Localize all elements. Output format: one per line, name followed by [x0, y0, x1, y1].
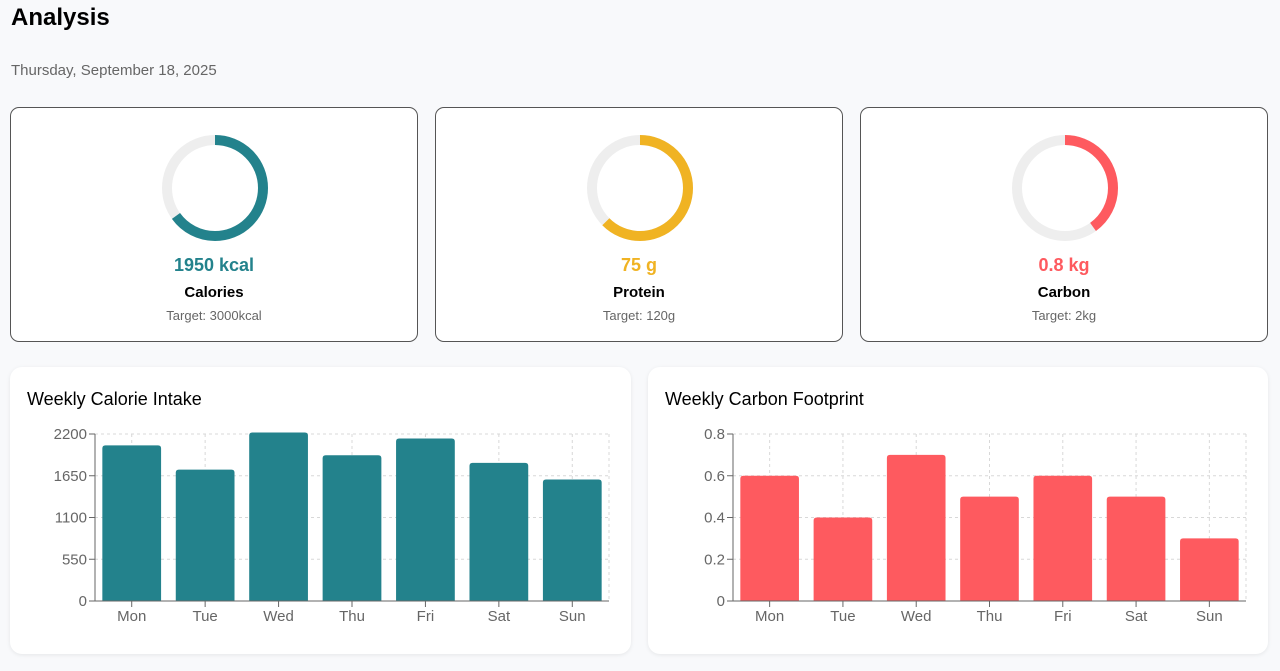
x-tick-label: Tue — [192, 608, 217, 625]
y-tick-label: 1650 — [54, 468, 87, 485]
bar-sat[interactable] — [469, 462, 529, 601]
protein-target: Target: 120g — [602, 308, 676, 323]
bar-fri[interactable] — [1033, 475, 1093, 601]
protein-label: Protein — [613, 284, 665, 301]
protein-progress-ring — [587, 135, 693, 241]
bar-fri[interactable] — [396, 438, 455, 601]
page-date: Thursday, September 18, 2025 — [11, 62, 217, 79]
bar-thu[interactable] — [960, 496, 1019, 601]
x-tick-label: Thu — [339, 608, 365, 625]
carbon-value: 0.8 kg — [1038, 255, 1090, 275]
y-tick-label: 0 — [717, 593, 725, 610]
x-tick-label: Mon — [755, 608, 784, 625]
progress-arc — [162, 135, 268, 241]
carbon-label: Carbon — [1037, 284, 1091, 301]
calories-card: 1950 kcal Calories Target: 3000kcal — [10, 107, 418, 342]
x-tick-label: Sat — [488, 608, 511, 625]
carbon-progress-ring — [1012, 135, 1118, 241]
bar-tue[interactable] — [813, 517, 873, 602]
bar-sun[interactable] — [1180, 538, 1239, 601]
weekly-calorie-chart-title: Weekly Calorie Intake — [27, 389, 202, 409]
x-tick-label: Fri — [1054, 608, 1072, 625]
bar-mon[interactable] — [102, 445, 162, 601]
weekly-calorie-chart: 0 550 1100 1650 2200 Mon Tue Wed Thu Fri Sat Sun — [54, 426, 610, 625]
bar-wed[interactable] — [886, 454, 946, 601]
progress-arc — [1012, 135, 1118, 241]
carbon-card: 0.8 kg Carbon Target: 2kg — [860, 107, 1268, 342]
calories-progress-ring — [162, 135, 268, 241]
x-tick-label: Sun — [559, 608, 586, 625]
calories-target: Target: 3000kcal — [166, 308, 262, 323]
y-tick-label: 0 — [79, 593, 87, 610]
y-tick-label: 0.8 — [704, 426, 725, 443]
weekly-carbon-chart-card: 0 0.2 0.4 0.6 0.8 Mon Tue Wed Thu Fri Sat Sun Weekl… — [648, 367, 1268, 654]
calories-label: Calories — [184, 284, 244, 301]
bar-sat[interactable] — [1106, 496, 1166, 601]
y-tick-label: 0.4 — [704, 510, 725, 527]
y-tick-label: 0.2 — [704, 551, 725, 568]
bar-thu[interactable] — [322, 455, 382, 601]
y-tick-label: 2200 — [54, 426, 87, 443]
weekly-carbon-chart: 0 0.2 0.4 0.6 0.8 Mon Tue Wed Thu Fri Sat Sun — [704, 426, 1247, 625]
progress-arc — [587, 135, 693, 241]
x-tick-label: Wed — [901, 608, 932, 625]
x-tick-label: Sat — [1125, 608, 1148, 625]
weekly-carbon-chart-title: Weekly Carbon Footprint — [665, 389, 864, 409]
bar-wed[interactable] — [249, 432, 308, 601]
bar-tue[interactable] — [175, 469, 235, 601]
x-tick-label: Thu — [977, 608, 1003, 625]
bar-mon[interactable] — [740, 475, 799, 601]
protein-value: 75 g — [620, 255, 658, 275]
x-tick-label: Tue — [830, 608, 855, 625]
x-tick-label: Fri — [417, 608, 435, 625]
calories-value: 1950 kcal — [173, 255, 255, 275]
x-tick-label: Wed — [263, 608, 294, 625]
y-tick-label: 0.6 — [704, 468, 725, 485]
x-tick-label: Mon — [117, 608, 146, 625]
weekly-calorie-chart-card: 0 550 1100 1650 2200 Mon Tue Wed Thu Fri Sat Sun We… — [10, 367, 631, 654]
page-title: Analysis — [11, 4, 110, 31]
carbon-target: Target: 2kg — [1031, 308, 1097, 323]
y-tick-label: 1100 — [55, 510, 87, 527]
protein-card: 75 g Protein Target: 120g — [435, 107, 843, 342]
y-tick-label: 550 — [62, 551, 87, 568]
x-tick-label: Sun — [1196, 608, 1223, 625]
bar-sun[interactable] — [542, 479, 602, 601]
